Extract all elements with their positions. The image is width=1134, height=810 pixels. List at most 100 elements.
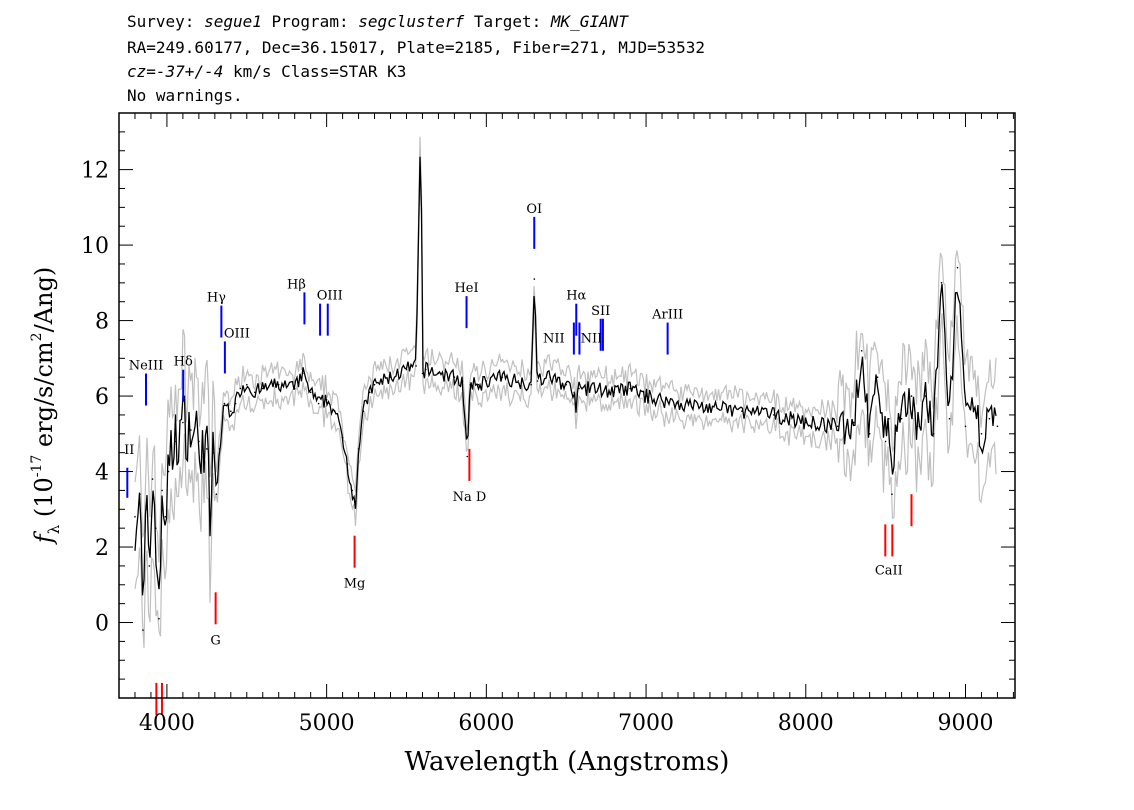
flux-point [212, 451, 214, 454]
flux-point [988, 417, 991, 420]
y-tick-label: 10 [81, 234, 109, 259]
flux-point [536, 380, 539, 382]
flux-point [578, 387, 580, 390]
flux-point [469, 383, 472, 386]
flux-point [218, 448, 221, 450]
flux-point [293, 387, 296, 390]
flux-point [239, 387, 242, 390]
flux-point [209, 519, 211, 522]
flux-point [530, 383, 532, 386]
flux-point [362, 410, 365, 413]
flux-point [174, 440, 176, 443]
header-line-2: RA=249.60177, Dec=36.15017, Plate=2185, … [127, 38, 705, 57]
header-line-1: Survey: segue1 Program: segclusterf Targ… [127, 12, 628, 31]
x-tick-label: 9000 [937, 711, 993, 736]
flux-point [351, 489, 354, 492]
y-tick-label: 4 [95, 461, 109, 486]
error-upper-line [134, 136, 997, 563]
cz-value: -37+/-4 [155, 62, 224, 81]
flux-point [876, 376, 879, 379]
flux-point [317, 402, 320, 405]
flux-point [369, 391, 371, 394]
flux-point [709, 406, 711, 409]
flux-point [357, 448, 360, 450]
flux-point [900, 417, 903, 420]
absorption-line-label: G [210, 633, 220, 648]
flux-point [254, 391, 256, 394]
absorption-line-label: Mg [344, 577, 366, 592]
flux-point [956, 266, 959, 269]
flux-point [868, 433, 871, 435]
flux-point [134, 516, 136, 518]
emission-line-label: ArIII [651, 308, 683, 323]
flux-point [932, 433, 935, 435]
emission-line-label: SII [591, 304, 610, 319]
flux-point [517, 380, 520, 382]
flux-point [223, 402, 226, 405]
flux-point [964, 425, 967, 428]
y-tick-label: 8 [95, 310, 109, 335]
emission-line-label: OI [526, 202, 542, 217]
flux-point [261, 387, 264, 390]
flux-point [916, 425, 919, 428]
flux-point [924, 395, 927, 397]
x-tick-label: 8000 [778, 711, 834, 736]
flux-point [190, 429, 192, 431]
x-tick-label: 5000 [299, 711, 355, 736]
flux-point [940, 282, 943, 284]
flux-point [154, 527, 157, 529]
flux-point [549, 376, 551, 379]
x-tick-label: 4000 [139, 711, 195, 736]
absorption-line-label: Na D [453, 490, 487, 505]
flux-point [980, 433, 983, 435]
program-name: segclusterf [358, 12, 465, 31]
flux-point [341, 436, 344, 439]
flux-point [415, 365, 417, 367]
flux-point [389, 376, 392, 379]
flux-point [894, 433, 896, 435]
flux-point [597, 387, 599, 390]
flux-point [215, 493, 218, 496]
flux-point [333, 410, 336, 413]
emission-line-label: HeI [454, 281, 478, 296]
emission-line-label: II [124, 443, 134, 458]
flux-point [836, 425, 839, 428]
y-axis-label: fλ (10-17 erg/s/cm2/Ang) [29, 267, 63, 545]
x-tick-label: 6000 [458, 711, 514, 736]
flux-point [485, 380, 488, 382]
flux-point [948, 417, 951, 420]
emission-line-label: NII [581, 332, 603, 347]
emission-line-label: Hγ [207, 291, 226, 306]
flux-point [354, 504, 357, 507]
emission-line-label: Hβ [287, 277, 306, 292]
flux-point [309, 391, 312, 394]
flux-point [437, 372, 440, 375]
flux-point [461, 380, 464, 382]
flux-point [677, 402, 679, 405]
flux-point [161, 489, 163, 492]
emission-line-label: Hδ [174, 355, 193, 370]
flux-point [466, 455, 469, 458]
y-tick-label: 6 [95, 385, 109, 410]
error-lower-line [134, 175, 997, 648]
flux-point [884, 440, 887, 443]
flux-point [575, 406, 578, 409]
emission-line-label: OIII [317, 289, 343, 304]
flux-point [230, 410, 232, 413]
y-tick-label: 12 [81, 159, 109, 184]
x-axis-label: Wavelength (Angstroms) [405, 747, 730, 777]
flux-point [613, 391, 615, 394]
flux-point [246, 383, 248, 386]
flux-point [453, 376, 456, 379]
flux-point [151, 478, 154, 480]
flux-point [421, 372, 424, 375]
target-name: MK_GIANT [550, 12, 628, 31]
x-tick-label: 7000 [618, 711, 674, 736]
y-tick-label: 2 [95, 536, 109, 561]
header-warnings: No warnings. [127, 86, 243, 105]
flux-point [206, 448, 208, 450]
emission-line-label: Hα [566, 289, 586, 304]
flux-point [773, 414, 775, 416]
flux-point [234, 402, 237, 405]
flux-point [158, 617, 160, 620]
